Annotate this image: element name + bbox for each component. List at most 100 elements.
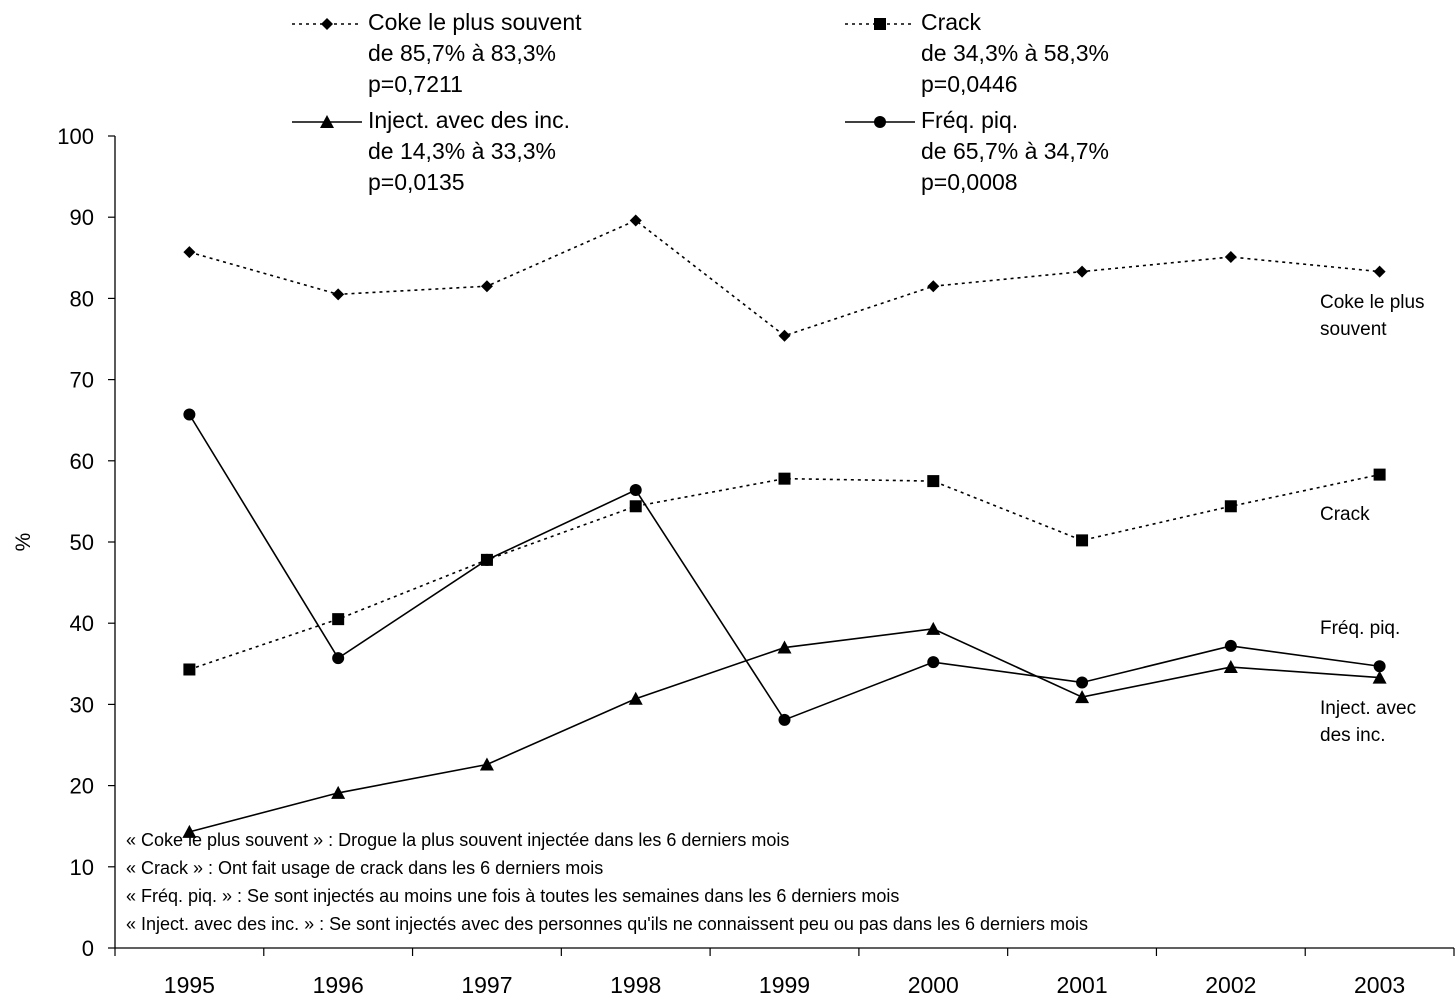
x-tick-label: 2003 [1354, 972, 1405, 998]
y-tick-label: 20 [70, 774, 94, 799]
data-point-freq [629, 484, 642, 497]
data-point-coke [332, 288, 345, 301]
data-point-inject [1223, 660, 1238, 674]
series-line-freq [188, 414, 1380, 721]
legend-stat-crack: p=0,0446 [921, 71, 1018, 97]
end-label-inject: des inc. [1320, 725, 1385, 746]
series-group [182, 214, 1387, 838]
data-point-freq [1076, 676, 1089, 689]
y-tick-label: 70 [70, 368, 94, 393]
data-point-freq [927, 656, 940, 669]
data-point-crack [927, 475, 940, 488]
series-end-labels: Coke le plus souvent Crack Inject. avec des … [1320, 292, 1425, 746]
legend-item-coke: Coke le plus souvent de 85,7% à 83,3% p=0,… [292, 9, 582, 97]
legend-stat-inject: de 14,3% à 33,3% [368, 138, 556, 164]
legend-item-crack: Crack de 34,3% à 58,3% p=0,0446 [845, 9, 1109, 97]
x-tick-label: 1997 [461, 972, 512, 998]
legend-stat-crack: de 34,3% à 58,3% [921, 40, 1109, 66]
data-point-crack [1373, 468, 1386, 481]
data-point-inject [926, 621, 941, 635]
footnote-coke: « Coke le plus souvent » : Drogue la plu… [126, 830, 789, 850]
data-point-coke [1373, 265, 1386, 278]
data-point-crack [1224, 500, 1237, 513]
y-tick-label: 100 [57, 124, 94, 149]
footnote-inject: « Inject. avec des inc. » : Se sont inje… [126, 914, 1088, 934]
legend-marker-freq [874, 116, 886, 128]
footnote-freq: « Fréq. piq. » : Se sont injectés au moi… [126, 886, 899, 906]
data-point-coke [1076, 265, 1089, 278]
y-ticks: 0 10 20 30 40 50 60 70 80 90 100 [57, 124, 115, 961]
data-point-freq [778, 713, 791, 726]
legend: Coke le plus souvent de 85,7% à 83,3% p=0,… [292, 9, 1109, 195]
y-tick-label: 80 [70, 286, 94, 311]
x-tick-label: 1998 [610, 972, 661, 998]
legend-marker-inject [320, 115, 334, 128]
end-label-coke: souvent [1320, 319, 1387, 340]
x-tick-label: 2000 [908, 972, 959, 998]
y-tick-label: 40 [70, 611, 94, 636]
y-tick-label: 30 [70, 692, 94, 717]
data-point-inject [628, 691, 643, 705]
end-label-coke: Coke le plus [1320, 292, 1425, 313]
data-point-freq [1224, 639, 1237, 652]
series-freq [183, 408, 1386, 726]
end-label-crack: Crack [1320, 504, 1370, 525]
data-point-freq [183, 408, 196, 421]
x-tick-label: 2002 [1205, 972, 1256, 998]
series-line-coke [189, 219, 1380, 337]
legend-item-inject: Inject. avec des inc. de 14,3% à 33,3% p=0… [292, 107, 570, 195]
x-tick-label: 1995 [164, 972, 215, 998]
data-point-crack [183, 663, 196, 676]
legend-stat-coke: de 85,7% à 83,3% [368, 40, 556, 66]
x-tick-label: 1999 [759, 972, 810, 998]
end-label-freq: Fréq. piq. [1320, 618, 1400, 639]
legend-stat-freq: p=0,0008 [921, 169, 1018, 195]
data-point-crack [332, 613, 345, 626]
data-point-inject [182, 824, 197, 838]
legend-stat-freq: de 65,7% à 34,7% [921, 138, 1109, 164]
data-point-coke [927, 280, 940, 293]
data-point-inject [1372, 670, 1387, 684]
data-point-inject [777, 640, 792, 654]
data-point-coke [778, 329, 791, 342]
legend-label-freq: Fréq. piq. [921, 107, 1018, 133]
series-line-crack [189, 473, 1380, 671]
data-point-freq [332, 652, 345, 665]
data-point-coke [629, 214, 642, 227]
y-tick-label: 60 [70, 449, 94, 474]
footnote-crack: « Crack » : Ont fait usage de crack dans… [126, 858, 603, 878]
data-point-coke [1224, 250, 1237, 263]
data-point-crack [778, 472, 791, 485]
legend-marker-crack [874, 18, 886, 30]
x-tick-label: 1996 [313, 972, 364, 998]
legend-label-inject: Inject. avec des inc. [368, 107, 570, 133]
data-point-inject [479, 757, 494, 771]
series-crack [183, 468, 1386, 676]
series-line-inject [189, 628, 1380, 833]
data-point-freq [1373, 660, 1386, 673]
series-inject [182, 621, 1387, 838]
data-point-inject [331, 785, 346, 799]
footnotes: « Coke le plus souvent » : Drogue la plu… [126, 830, 1088, 934]
data-point-coke [480, 280, 493, 293]
series-coke [183, 214, 1386, 342]
data-point-freq [480, 553, 493, 566]
y-axis-title: % [12, 533, 35, 552]
data-point-crack [1076, 534, 1089, 547]
data-point-inject [1075, 690, 1090, 704]
legend-stat-inject: p=0,0135 [368, 169, 465, 195]
legend-marker-coke [321, 18, 333, 30]
y-tick-label: 10 [70, 855, 94, 880]
x-tick-label: 2001 [1056, 972, 1107, 998]
data-point-coke [183, 246, 196, 259]
data-point-crack [629, 500, 642, 513]
end-label-inject: Inject. avec [1320, 698, 1416, 719]
y-tick-label: 90 [70, 205, 94, 230]
legend-label-crack: Crack [921, 9, 982, 35]
legend-stat-coke: p=0,7211 [368, 71, 463, 97]
legend-item-freq: Fréq. piq. de 65,7% à 34,7% p=0,0008 [845, 107, 1109, 195]
y-tick-label: 0 [82, 936, 94, 961]
legend-label-coke: Coke le plus souvent [368, 9, 582, 35]
x-ticks: 1995 1996 1997 1998 1999 2000 2001 2002 2003 [114, 948, 1455, 998]
